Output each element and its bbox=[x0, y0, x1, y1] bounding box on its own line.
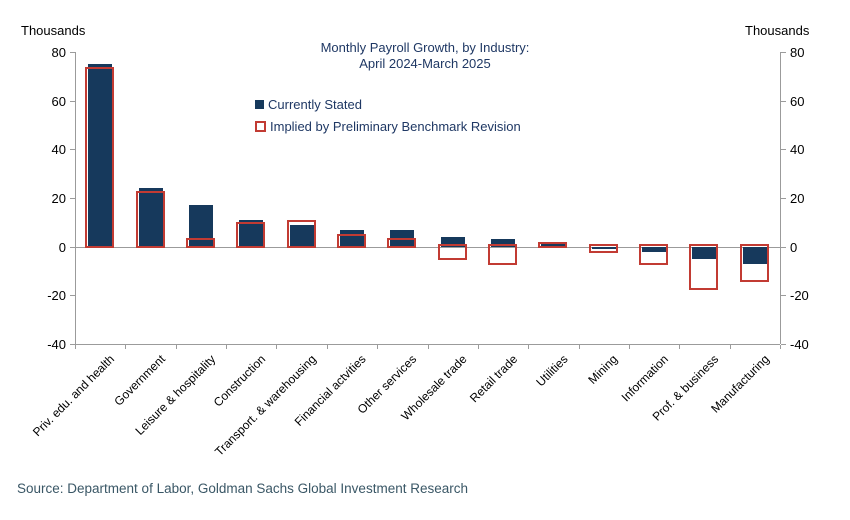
y-axis-tick-left bbox=[70, 52, 75, 53]
y-axis-tick-right bbox=[781, 198, 786, 199]
bar-currently-stated bbox=[88, 64, 112, 247]
bar-implied-revision bbox=[538, 241, 567, 249]
bar-currently-stated bbox=[491, 239, 515, 247]
legend-item-currently-stated: Currently Stated bbox=[255, 93, 521, 115]
legend-label-currently-stated: Currently Stated bbox=[268, 96, 362, 112]
x-axis-tick bbox=[75, 345, 76, 349]
x-axis-category-label: Utilities bbox=[533, 352, 571, 390]
y-axis-tick-left bbox=[70, 198, 75, 199]
x-axis-tick bbox=[377, 345, 378, 349]
y-axis-units-left: Thousands bbox=[21, 23, 86, 38]
y-axis-label-left: 60 bbox=[51, 94, 66, 109]
x-axis-tick bbox=[276, 345, 277, 349]
y-axis-tick-left bbox=[70, 295, 75, 296]
x-axis-category-label: Retail trade bbox=[466, 352, 520, 406]
bar-implied-revision bbox=[438, 244, 467, 261]
bar-currently-stated bbox=[743, 246, 767, 264]
y-axis-tick-right bbox=[781, 149, 786, 150]
y-axis-tick-left bbox=[70, 344, 75, 345]
bar-currently-stated bbox=[239, 219, 263, 247]
y-axis-tick-left bbox=[70, 247, 75, 248]
x-axis-tick bbox=[176, 345, 177, 349]
zero-gridline bbox=[75, 247, 780, 248]
y-axis-label-right: 60 bbox=[790, 94, 805, 109]
x-axis-tick bbox=[428, 345, 429, 349]
x-axis-tick bbox=[226, 345, 227, 349]
y-axis-line-left bbox=[75, 52, 76, 344]
y-axis-tick-right bbox=[781, 101, 786, 102]
y-axis-label-right: 0 bbox=[790, 240, 798, 255]
bar-currently-stated bbox=[290, 224, 314, 247]
bar-currently-stated bbox=[139, 188, 163, 247]
y-axis-label-right: 80 bbox=[790, 45, 805, 60]
x-axis-tick bbox=[528, 345, 529, 349]
bar-implied-revision bbox=[136, 190, 165, 249]
x-axis-tick bbox=[327, 345, 328, 349]
bar-implied-revision bbox=[337, 234, 366, 249]
x-axis-tick bbox=[478, 345, 479, 349]
y-axis-tick-left bbox=[70, 101, 75, 102]
y-axis-label-right: -40 bbox=[790, 337, 809, 352]
bar-implied-revision bbox=[236, 222, 265, 249]
chart-title: Monthly Payroll Growth, by Industry: Apr… bbox=[175, 40, 675, 72]
y-axis-units-right: Thousands bbox=[745, 23, 810, 38]
bar-implied-revision bbox=[85, 66, 114, 249]
bar-implied-revision bbox=[287, 219, 316, 249]
bar-implied-revision bbox=[387, 238, 416, 249]
filled-square-icon bbox=[255, 99, 264, 109]
y-axis-tick-left bbox=[70, 149, 75, 150]
bar-currently-stated bbox=[541, 244, 565, 247]
chart-title-line2: April 2024-March 2025 bbox=[359, 56, 491, 71]
y-axis-label-left: -20 bbox=[47, 288, 66, 303]
y-axis-tick-right bbox=[781, 295, 786, 296]
bar-currently-stated bbox=[441, 236, 465, 247]
y-axis-label-left: 20 bbox=[51, 191, 66, 206]
x-axis-category-label: Mining bbox=[585, 352, 621, 387]
x-axis-tick bbox=[579, 345, 580, 349]
y-axis-tick-right bbox=[781, 344, 786, 345]
legend-item-implied-revision: Implied by Preliminary Benchmark Revisio… bbox=[255, 115, 521, 137]
outlined-square-icon bbox=[255, 120, 266, 132]
x-axis-line bbox=[75, 344, 780, 345]
x-axis-tick bbox=[679, 345, 680, 349]
y-axis-label-left: 40 bbox=[51, 142, 66, 157]
x-axis-tick bbox=[125, 345, 126, 349]
y-axis-line-right bbox=[780, 52, 781, 344]
bar-currently-stated bbox=[692, 246, 716, 259]
bar-currently-stated bbox=[642, 246, 666, 252]
y-axis-tick-right bbox=[781, 247, 786, 248]
x-axis-tick bbox=[780, 345, 781, 349]
bar-implied-revision bbox=[689, 244, 718, 290]
y-axis-label-left: -40 bbox=[47, 337, 66, 352]
bar-implied-revision bbox=[740, 244, 769, 283]
chart-title-line1: Monthly Payroll Growth, by Industry: bbox=[320, 40, 530, 55]
y-axis-label-right: 40 bbox=[790, 142, 805, 157]
bar-implied-revision bbox=[488, 244, 517, 266]
y-axis-label-right: -20 bbox=[790, 288, 809, 303]
bar-implied-revision bbox=[589, 244, 618, 254]
y-axis-label-right: 20 bbox=[790, 191, 805, 206]
source-note: Source: Department of Labor, Goldman Sac… bbox=[17, 481, 468, 496]
x-axis-category-label: Priv. edu. and health bbox=[29, 352, 118, 440]
bar-currently-stated bbox=[592, 246, 616, 250]
bar-implied-revision bbox=[639, 244, 668, 266]
y-axis-label-left: 0 bbox=[58, 240, 66, 255]
x-axis-tick bbox=[629, 345, 630, 349]
x-axis-category-label: Information bbox=[618, 352, 672, 405]
bar-currently-stated bbox=[340, 229, 364, 247]
y-axis-label-left: 80 bbox=[51, 45, 66, 60]
y-axis-tick-right bbox=[781, 52, 786, 53]
legend-label-implied-revision: Implied by Preliminary Benchmark Revisio… bbox=[270, 118, 521, 134]
x-axis-tick bbox=[730, 345, 731, 349]
x-axis-category-label: Transport. & warehousing bbox=[211, 352, 319, 459]
bar-implied-revision bbox=[186, 238, 215, 249]
legend: Currently Stated Implied by Preliminary … bbox=[255, 93, 521, 137]
